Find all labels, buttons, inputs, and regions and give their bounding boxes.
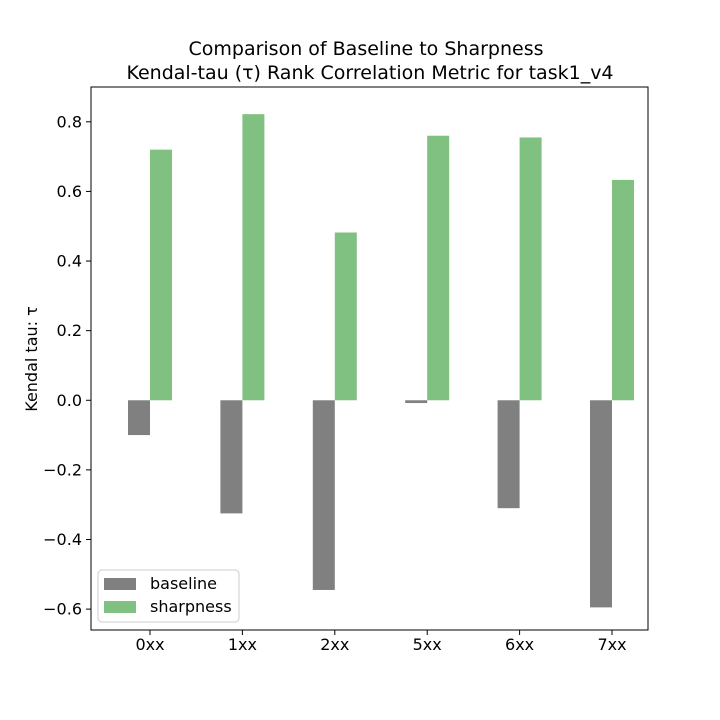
y-tick-label: 0.0 xyxy=(57,391,82,410)
bar-sharpness-5xx xyxy=(427,135,450,401)
bar-sharpness-7xx xyxy=(612,179,634,401)
y-tick-label: 0.2 xyxy=(57,321,82,340)
x-tick-label: 7xx xyxy=(597,635,626,654)
bar-baseline-6xx xyxy=(497,400,520,509)
x-tick-label: 6xx xyxy=(505,635,534,654)
chart-title-line2: Kendal-tau (τ) Rank Correlation Metric f… xyxy=(126,62,613,84)
bar-baseline-7xx xyxy=(590,400,612,608)
y-tick-label: −0.4 xyxy=(43,530,82,549)
y-tick-label: 0.6 xyxy=(57,182,82,201)
legend-label-baseline: baseline xyxy=(150,574,217,593)
x-tick-label: 5xx xyxy=(413,635,442,654)
x-tick-label: 1xx xyxy=(228,635,257,654)
bar-sharpness-2xx xyxy=(334,232,357,401)
y-tick-label: 0.4 xyxy=(57,252,82,271)
plot-frame xyxy=(90,86,649,631)
bar-baseline-1xx xyxy=(220,400,243,514)
y-tick-label: 0.8 xyxy=(57,112,82,131)
bar-baseline-0xx xyxy=(128,400,150,436)
legend-swatch-sharpness xyxy=(104,601,136,613)
y-tick-label: −0.6 xyxy=(43,600,82,619)
chart-title-line1: Comparison of Baseline to Sharpness xyxy=(188,38,543,60)
x-tick-label: 2xx xyxy=(320,635,349,654)
y-axis-label: Kendal tau: τ xyxy=(22,306,41,412)
bar-baseline-2xx xyxy=(312,400,335,590)
bar-baseline-5xx xyxy=(405,400,428,404)
legend: baseline sharpness xyxy=(97,569,240,623)
plot-area: −0.6 −0.4 −0.2 0.0 0.2 0.4 0.6 0.8 0xx 1xx 2xx 5xx 6… xyxy=(43,86,649,654)
legend-label-sharpness: sharpness xyxy=(150,597,232,616)
bar-sharpness-0xx xyxy=(150,149,172,401)
x-tick-label: 0xx xyxy=(135,635,164,654)
y-tick-label: −0.2 xyxy=(43,460,82,479)
legend-swatch-baseline xyxy=(104,578,136,590)
bar-sharpness-1xx xyxy=(242,114,265,401)
bar-sharpness-6xx xyxy=(519,137,542,401)
